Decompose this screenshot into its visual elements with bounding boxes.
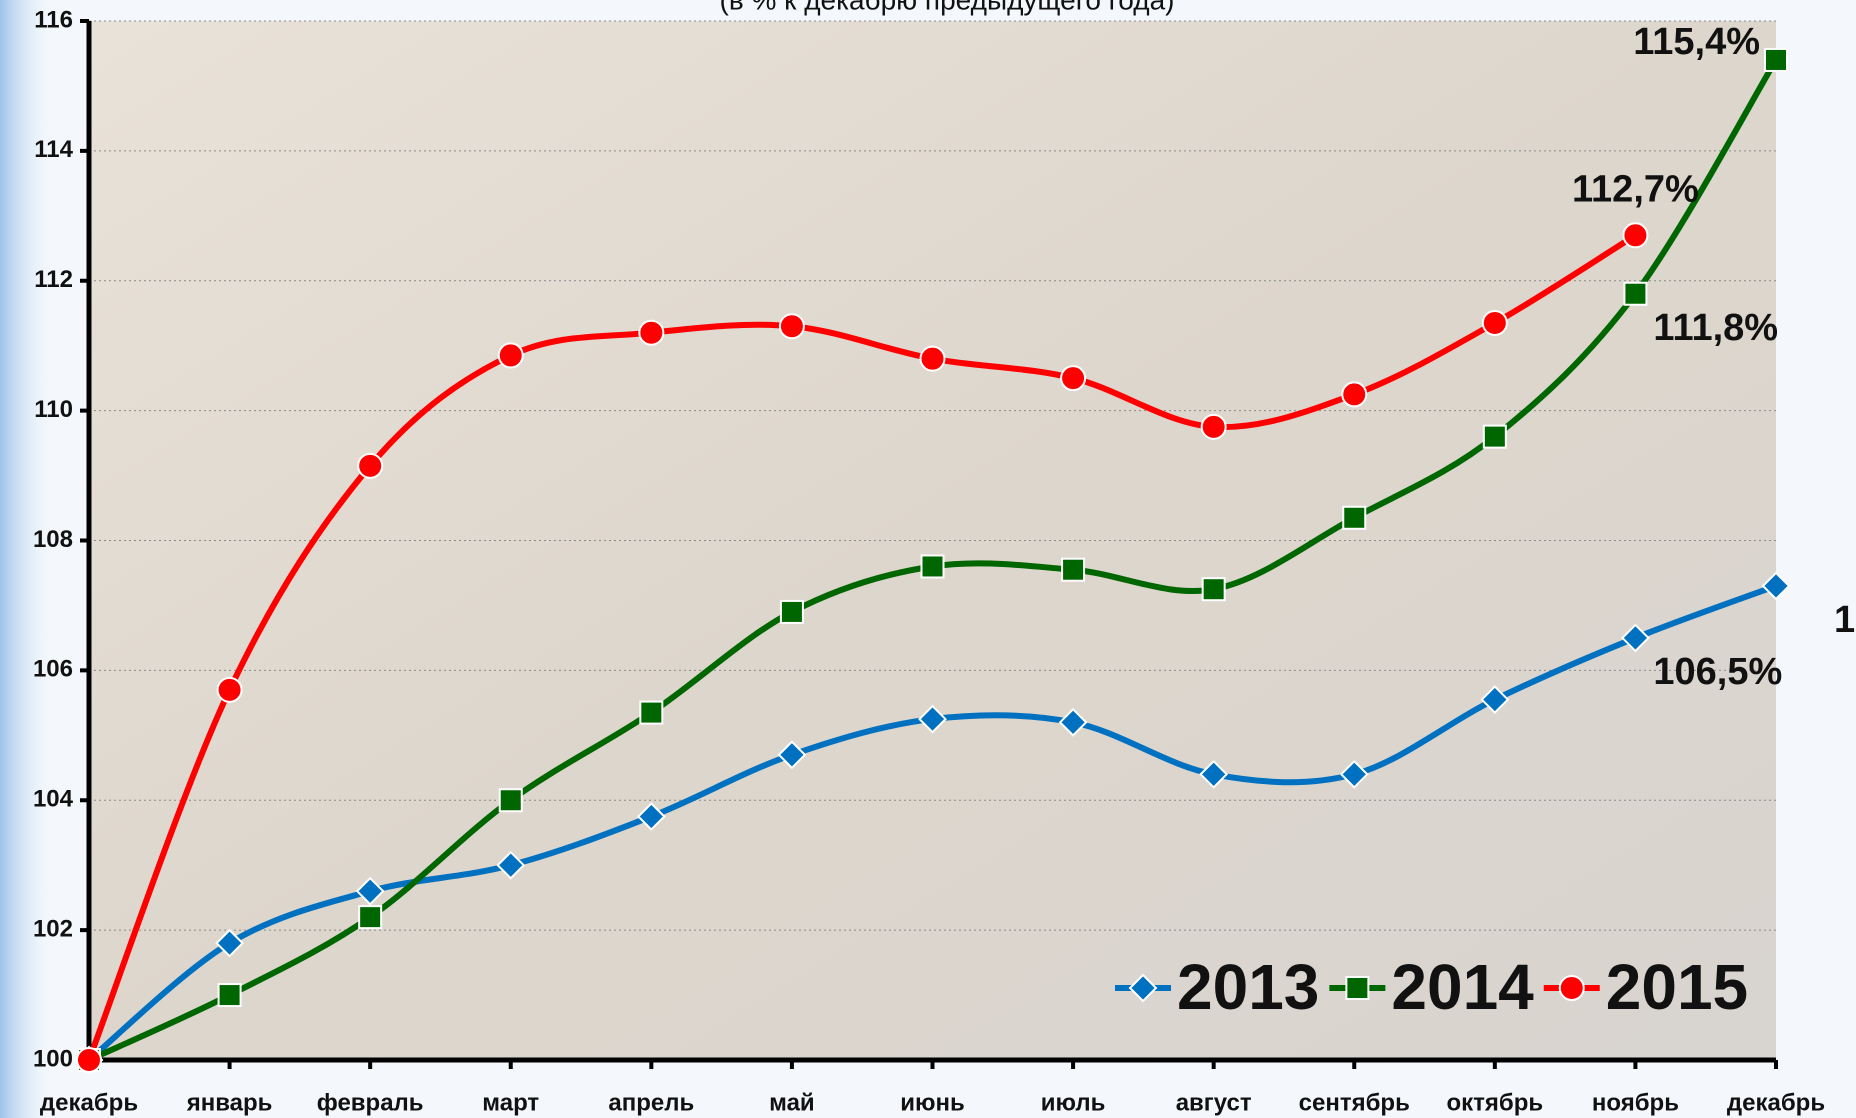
value-label: 111,8% xyxy=(1653,307,1778,349)
marker xyxy=(1341,381,1368,408)
marker xyxy=(638,319,665,346)
x-tick-label: апрель xyxy=(608,1089,694,1116)
y-tick-label: 104 xyxy=(33,786,74,813)
value-label: 107,3% xyxy=(1834,599,1856,641)
marker xyxy=(76,1047,102,1073)
x-tick-label: январь xyxy=(186,1089,273,1116)
value-label: 106,5% xyxy=(1653,651,1782,693)
marker xyxy=(357,452,384,479)
x-tick-label: март xyxy=(482,1089,539,1116)
marker xyxy=(920,554,945,579)
marker xyxy=(497,342,524,369)
chart-subtitle: (в % к декабрю предыдущего года) xyxy=(720,0,1175,15)
plot-background xyxy=(89,21,1776,1060)
marker xyxy=(1621,623,1650,653)
x-tick-label: июнь xyxy=(900,1089,965,1116)
marker xyxy=(498,788,523,813)
marker xyxy=(1339,759,1369,789)
x-tick-label: сентябрь xyxy=(1299,1089,1410,1116)
value-label: 115,4% xyxy=(1633,21,1760,63)
legend-label: 2015 xyxy=(1606,951,1748,1023)
marker xyxy=(779,599,804,624)
marker xyxy=(1201,577,1226,602)
marker xyxy=(1058,707,1088,737)
x-tick-label: февраль xyxy=(317,1089,424,1116)
marker xyxy=(777,740,807,770)
x-tick-label: июль xyxy=(1041,1089,1106,1116)
marker xyxy=(1623,281,1648,306)
legend-label: 2013 xyxy=(1177,951,1319,1023)
x-tick-label: ноябрь xyxy=(1592,1089,1679,1116)
marker xyxy=(918,704,947,734)
legend: 2013 2014 2015 xyxy=(1115,951,1748,1023)
marker xyxy=(919,345,946,372)
y-tick-label: 106 xyxy=(33,656,73,683)
y-tick-label: 102 xyxy=(33,915,73,942)
y-tick-label: 114 xyxy=(34,136,73,163)
x-tick-label: август xyxy=(1176,1089,1252,1116)
marker xyxy=(1345,976,1370,1000)
x-tick-label: октябрь xyxy=(1446,1089,1543,1116)
marker xyxy=(358,905,383,930)
marker xyxy=(1481,309,1508,336)
marker xyxy=(355,876,385,906)
y-tick-label: 100 xyxy=(33,1045,73,1072)
marker xyxy=(778,313,805,340)
marker xyxy=(1622,222,1649,249)
marker xyxy=(216,676,243,703)
legend-label: 2014 xyxy=(1391,951,1534,1023)
y-tick-label: 112 xyxy=(34,266,73,293)
marker xyxy=(1764,47,1788,72)
marker xyxy=(1200,413,1227,440)
marker xyxy=(1061,557,1086,582)
marker xyxy=(1199,759,1229,789)
edge-decoration xyxy=(0,0,60,1118)
marker xyxy=(215,928,244,958)
y-tick-label: 116 xyxy=(34,6,73,33)
marker xyxy=(217,983,242,1008)
y-tick-label: 108 xyxy=(33,526,73,553)
marker xyxy=(1480,685,1510,715)
marker xyxy=(1128,973,1158,1003)
marker xyxy=(496,850,526,880)
x-tick-label: декабрь xyxy=(40,1089,138,1116)
value-label: 112,7% xyxy=(1572,168,1699,210)
marker xyxy=(1558,975,1585,1001)
x-tick-label: май xyxy=(769,1089,815,1116)
marker xyxy=(1482,424,1507,449)
marker xyxy=(636,802,666,831)
marker xyxy=(1761,571,1791,601)
marker xyxy=(639,700,664,725)
marker xyxy=(1060,365,1087,392)
marker xyxy=(1342,505,1367,530)
y-tick-label: 110 xyxy=(34,396,73,423)
x-tick-label: декабрь xyxy=(1727,1089,1825,1116)
